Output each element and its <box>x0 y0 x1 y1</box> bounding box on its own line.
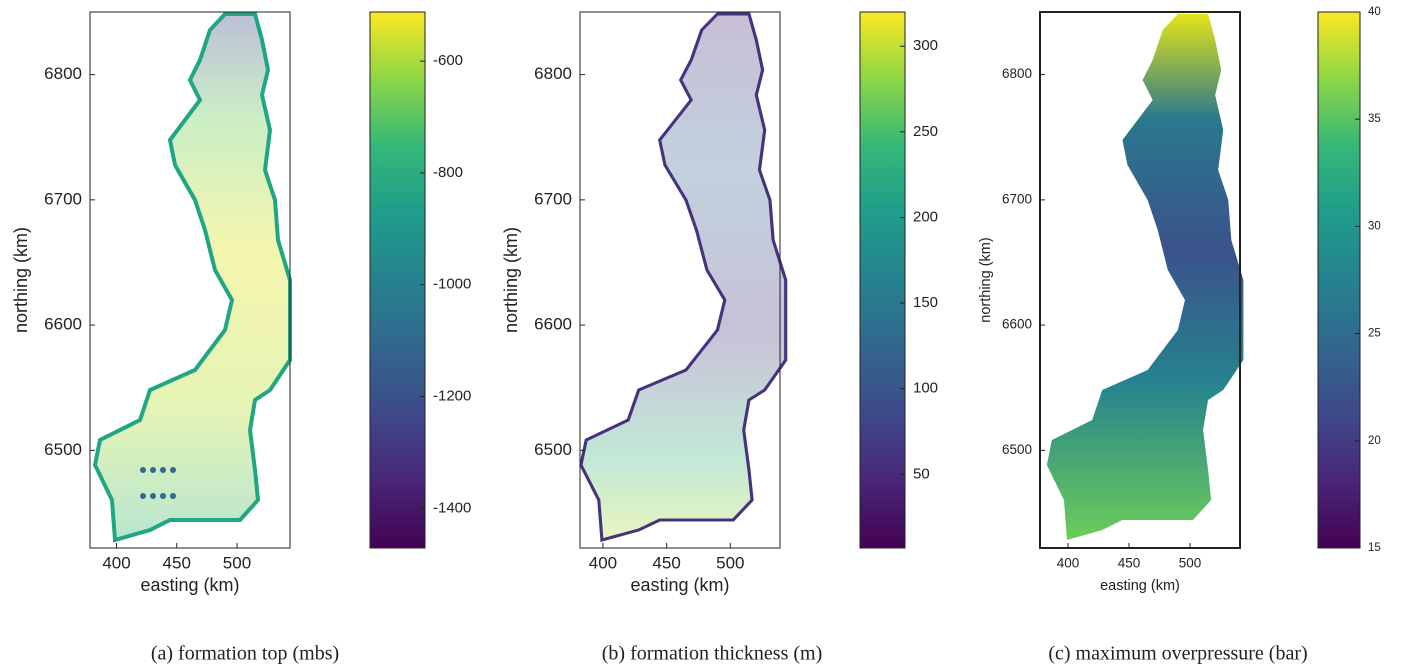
x-tick-label: 500 <box>223 553 251 572</box>
colorbar <box>1317 11 1361 549</box>
y-axis-label: northing (km) <box>978 237 994 322</box>
colorbar-tick-label: 40 <box>1368 6 1381 18</box>
well-markers <box>140 467 176 499</box>
axes-frame <box>89 11 291 549</box>
x-tick-label: 500 <box>716 553 744 572</box>
colorbar-tick-label: 150 <box>913 294 938 311</box>
x-axis-label: easting (km) <box>1100 578 1180 594</box>
colorbar-tick-label: 30 <box>1368 220 1381 232</box>
colorbar <box>859 11 906 549</box>
y-tick-label: 6500 <box>1002 442 1032 457</box>
colorbar-tick-label: 200 <box>913 208 938 225</box>
colorbar-tick-label: 300 <box>913 37 938 54</box>
colorbar-tick-label: 250 <box>913 123 938 140</box>
x-tick-label: 450 <box>652 553 680 572</box>
y-axis-label: northing (km) <box>501 227 521 333</box>
region-outline <box>579 12 788 542</box>
colorbar-tick-label: -800 <box>433 164 463 181</box>
region-outline <box>93 12 292 542</box>
colorbar-tick-label: 50 <box>913 465 930 482</box>
colorbar-tick-label: 25 <box>1368 328 1381 340</box>
y-tick-label: 6800 <box>1002 66 1032 81</box>
y-tick-label: 6700 <box>1002 191 1032 206</box>
colorbar-tick-label: 100 <box>913 380 938 397</box>
colorbar-tick-label: -600 <box>433 52 463 69</box>
y-tick-label: 6500 <box>44 440 82 459</box>
x-axis-label: easting (km) <box>140 575 239 595</box>
caption: (a) formation top (mbs) <box>151 643 339 665</box>
axes-frame <box>1039 11 1241 549</box>
colorbar-tick-label: 15 <box>1368 542 1381 554</box>
y-tick-label: 6800 <box>44 64 82 83</box>
colorbar-tick-label: 20 <box>1368 435 1381 447</box>
caption: (c) maximum overpressure (bar) <box>1048 643 1307 665</box>
x-axis-label: easting (km) <box>630 575 729 595</box>
region-fill <box>1046 14 1244 540</box>
colorbar-tick-label: 35 <box>1368 113 1381 125</box>
x-tick-label: 400 <box>589 553 617 572</box>
y-tick-label: 6600 <box>1002 317 1032 332</box>
caption: (b) formation thickness (m) <box>602 643 823 665</box>
y-axis-label: northing (km) <box>11 227 31 333</box>
colorbar-tick-label: -1200 <box>433 388 471 405</box>
y-tick-label: 6800 <box>534 64 572 83</box>
y-tick-label: 6600 <box>44 315 82 334</box>
colorbar-tick-label: -1400 <box>433 499 471 516</box>
y-tick-label: 6600 <box>534 315 572 334</box>
y-tick-label: 6500 <box>534 440 572 459</box>
y-tick-label: 6700 <box>534 189 572 208</box>
x-tick-label: 400 <box>1057 556 1080 571</box>
x-tick-label: 400 <box>102 553 130 572</box>
x-tick-label: 450 <box>163 553 191 572</box>
colorbar <box>369 11 426 549</box>
y-tick-label: 6700 <box>44 189 82 208</box>
x-tick-label: 500 <box>1179 556 1202 571</box>
colorbar-tick-label: -1000 <box>433 276 471 293</box>
x-tick-label: 450 <box>1118 556 1141 571</box>
axes-frame <box>579 11 781 549</box>
